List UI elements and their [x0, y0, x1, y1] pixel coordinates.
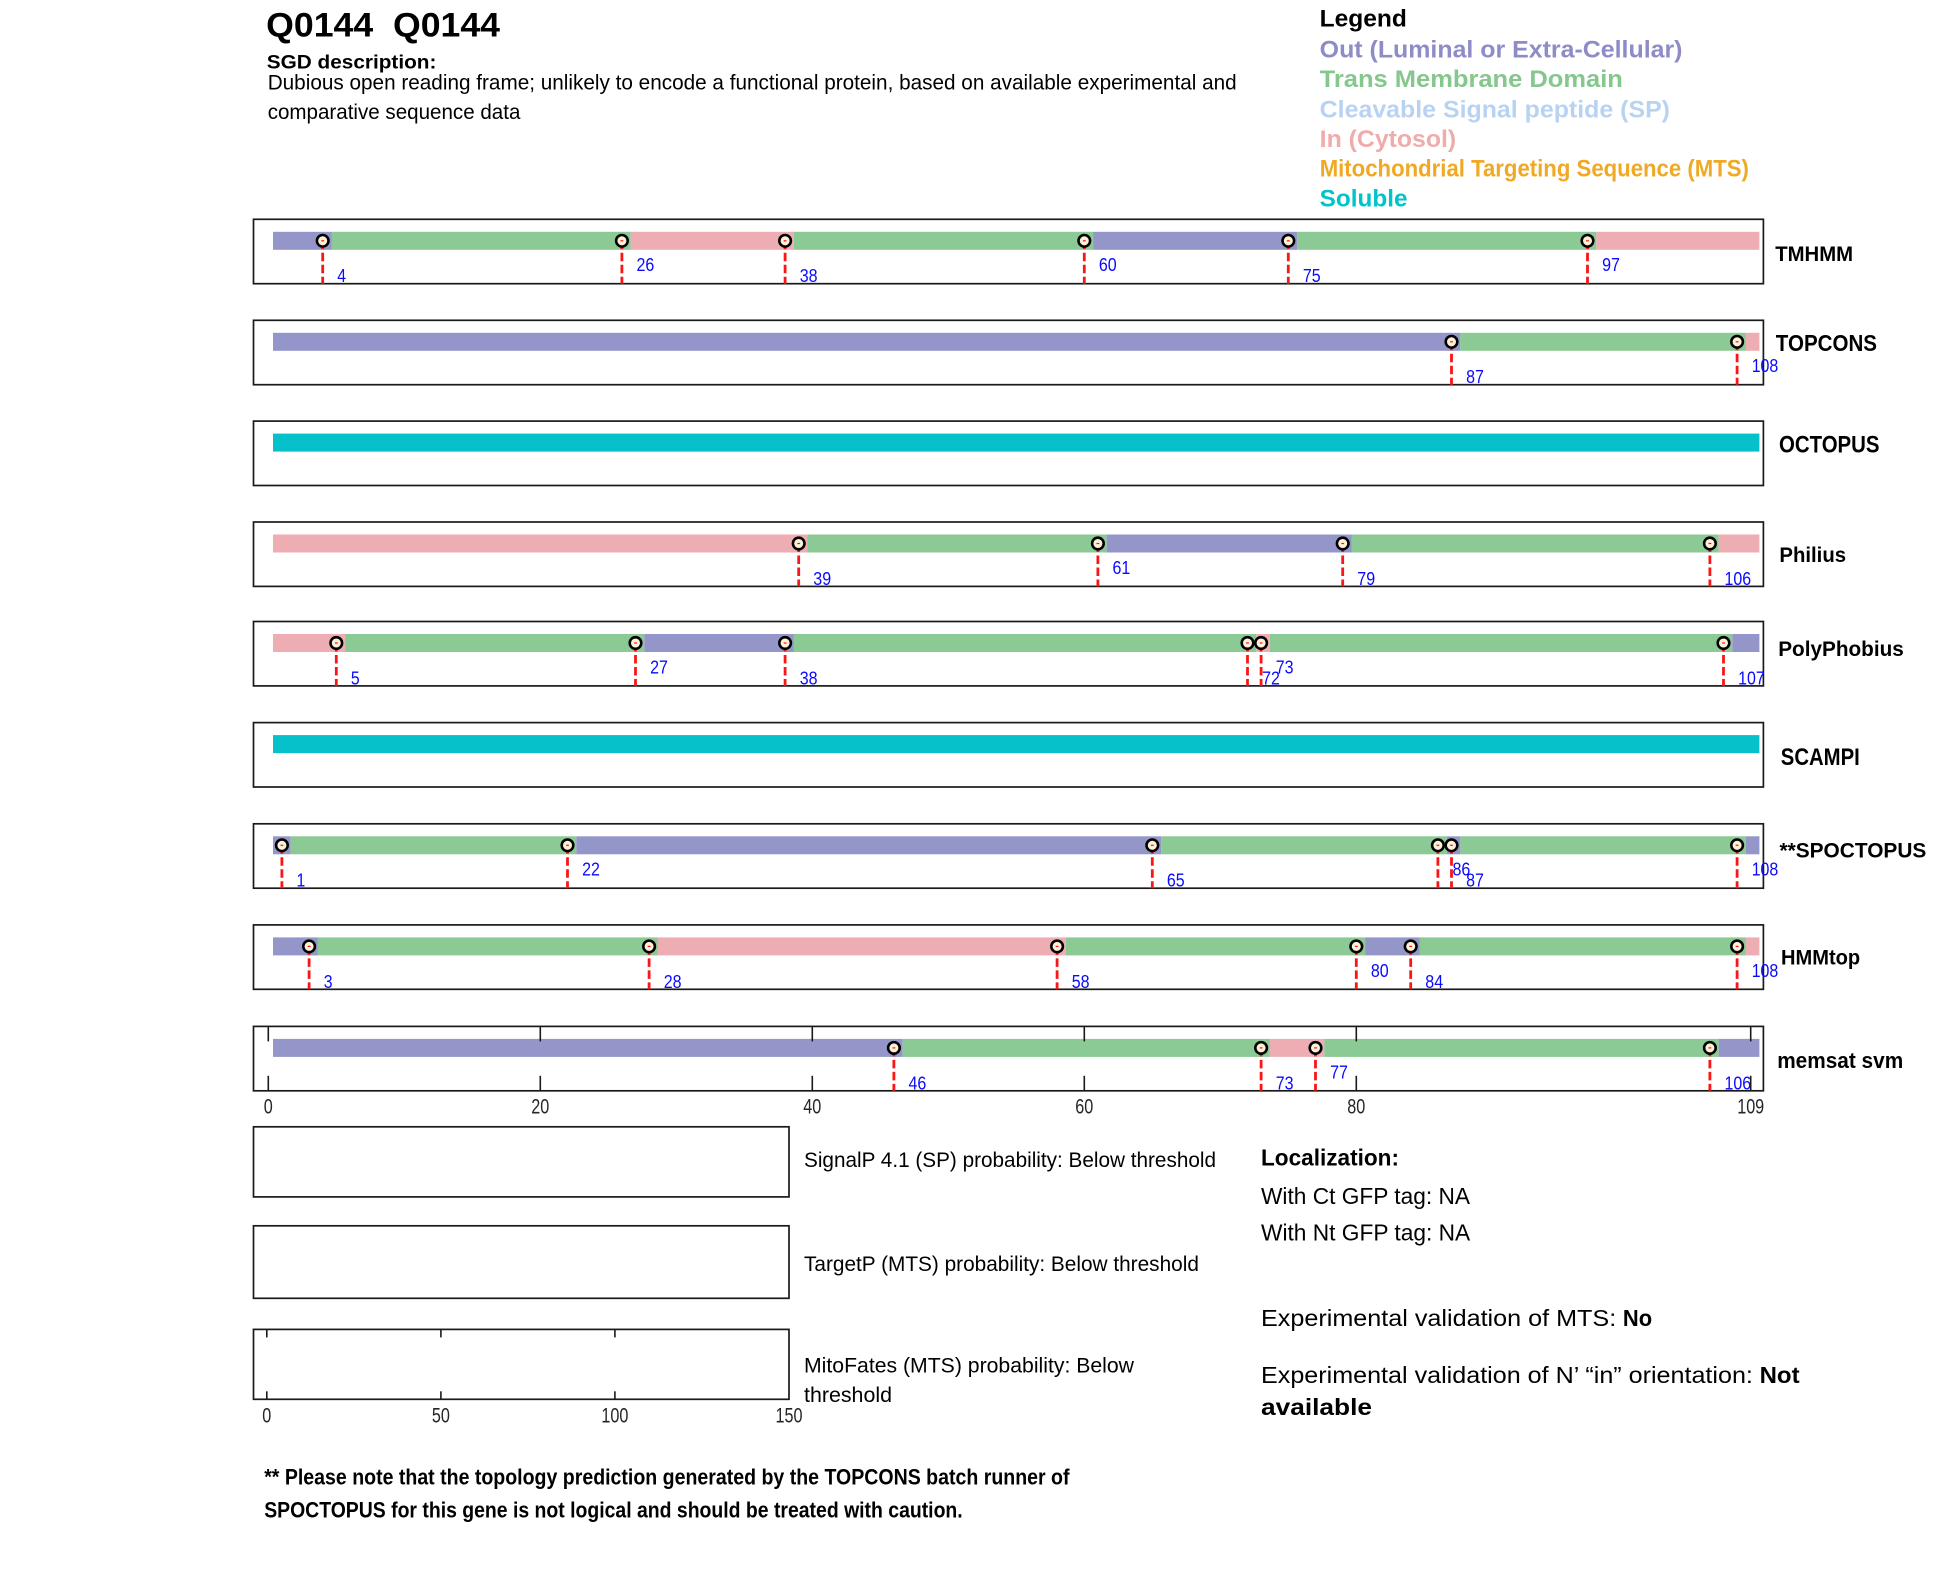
svg-text:Cleavable Signal peptide (SP): Cleavable Signal peptide (SP) [1320, 96, 1670, 123]
svg-text:100: 100 [601, 1405, 628, 1428]
svg-text:97: 97 [1602, 254, 1620, 275]
svg-text:available: available [1261, 1394, 1372, 1420]
svg-text:threshold: threshold [804, 1384, 892, 1407]
svg-text:TMHMM: TMHMM [1775, 242, 1853, 266]
svg-text:MitoFates (MTS) probability: B: MitoFates (MTS) probability: Below [804, 1354, 1135, 1377]
svg-text:65: 65 [1167, 870, 1185, 891]
svg-text:86: 86 [1453, 859, 1471, 880]
svg-text:Mitochondrial Targeting Sequen: Mitochondrial Targeting Sequence (MTS) [1320, 156, 1749, 183]
svg-text:73: 73 [1276, 1072, 1294, 1093]
svg-text:84: 84 [1425, 971, 1443, 992]
svg-text:5: 5 [351, 667, 360, 688]
svg-text:memsat svm: memsat svm [1777, 1048, 1903, 1073]
svg-text:108: 108 [1752, 859, 1779, 880]
svg-text:38: 38 [800, 667, 818, 688]
svg-text:Philius: Philius [1779, 544, 1846, 567]
svg-text:26: 26 [637, 254, 655, 275]
svg-text:SPOCTOPUS for this gene is not: SPOCTOPUS for this gene is not logical a… [264, 1498, 963, 1523]
svg-text:OCTOPUS: OCTOPUS [1779, 433, 1880, 459]
svg-text:109: 109 [1737, 1096, 1764, 1119]
svg-text:58: 58 [1072, 971, 1090, 992]
svg-text:75: 75 [1303, 265, 1321, 286]
svg-text:1: 1 [297, 870, 306, 891]
svg-text:108: 108 [1752, 960, 1779, 981]
svg-text:73: 73 [1276, 656, 1294, 677]
svg-text:TargetP (MTS) probability: Bel: TargetP (MTS) probability: Below thresho… [804, 1253, 1199, 1276]
svg-text:72: 72 [1262, 667, 1280, 688]
svg-text:79: 79 [1357, 568, 1375, 589]
svg-text:Legend: Legend [1320, 6, 1407, 33]
svg-text:Q0144 Q0144: Q0144 Q0144 [266, 6, 500, 44]
svg-text:28: 28 [664, 971, 682, 992]
svg-text:106: 106 [1725, 568, 1752, 589]
svg-text:Soluble: Soluble [1320, 186, 1408, 213]
svg-text:87: 87 [1466, 870, 1484, 891]
svg-text:With Ct GFP tag: NA: With Ct GFP tag: NA [1261, 1183, 1470, 1209]
svg-text:0: 0 [264, 1096, 273, 1119]
svg-text:150: 150 [776, 1405, 803, 1428]
svg-text:Trans Membrane Domain: Trans Membrane Domain [1320, 66, 1623, 93]
svg-text:SignalP 4.1 (SP) probability:: SignalP 4.1 (SP) probability: Below thre… [804, 1149, 1216, 1172]
svg-text:**SPOCTOPUS: **SPOCTOPUS [1780, 838, 1927, 862]
svg-text:40: 40 [803, 1096, 821, 1119]
svg-text:77: 77 [1330, 1061, 1348, 1082]
svg-text:Out (Luminal or Extra-Cellular: Out (Luminal or Extra-Cellular) [1320, 37, 1683, 64]
svg-text:3: 3 [324, 971, 333, 992]
svg-text:60: 60 [1099, 254, 1117, 275]
svg-text:27: 27 [650, 656, 668, 677]
svg-text:comparative sequence data: comparative sequence data [268, 101, 521, 124]
svg-text:Experimental validation of N’: Experimental validation of N’ “in” orien… [1261, 1362, 1760, 1388]
svg-text:20: 20 [531, 1096, 549, 1119]
svg-text:** Please note that the topolo: ** Please note that the topology predict… [264, 1464, 1070, 1489]
svg-text:80: 80 [1371, 960, 1389, 981]
svg-text:39: 39 [813, 568, 831, 589]
svg-text:46: 46 [909, 1072, 927, 1093]
svg-text:Localization:: Localization: [1261, 1145, 1399, 1171]
svg-text:TOPCONS: TOPCONS [1776, 330, 1877, 356]
svg-text:107: 107 [1738, 667, 1765, 688]
svg-text:SCAMPI: SCAMPI [1781, 744, 1860, 771]
svg-text:Dubious open reading frame; un: Dubious open reading frame; unlikely to … [268, 71, 1237, 94]
svg-text:SGD description:: SGD description: [267, 53, 437, 74]
svg-text:38: 38 [800, 265, 818, 286]
svg-text:4: 4 [337, 265, 346, 286]
svg-text:22: 22 [582, 859, 600, 880]
svg-text:With Nt GFP tag: NA: With Nt GFP tag: NA [1261, 1220, 1471, 1246]
svg-text:60: 60 [1075, 1096, 1093, 1119]
svg-text:0: 0 [262, 1405, 271, 1428]
svg-text:108: 108 [1752, 355, 1779, 376]
svg-text:106: 106 [1725, 1072, 1752, 1093]
svg-text:Experimental validation of MTS: Experimental validation of MTS: [1261, 1305, 1623, 1331]
svg-text:In (Cytosol): In (Cytosol) [1320, 126, 1457, 153]
svg-text:61: 61 [1113, 557, 1131, 578]
svg-text:HMMtop: HMMtop [1781, 946, 1860, 969]
svg-text:Not: Not [1760, 1362, 1800, 1388]
svg-text:No: No [1623, 1305, 1652, 1331]
svg-text:87: 87 [1466, 366, 1484, 387]
svg-text:PolyPhobius: PolyPhobius [1778, 637, 1904, 661]
svg-text:80: 80 [1347, 1096, 1365, 1119]
svg-text:50: 50 [432, 1405, 450, 1428]
